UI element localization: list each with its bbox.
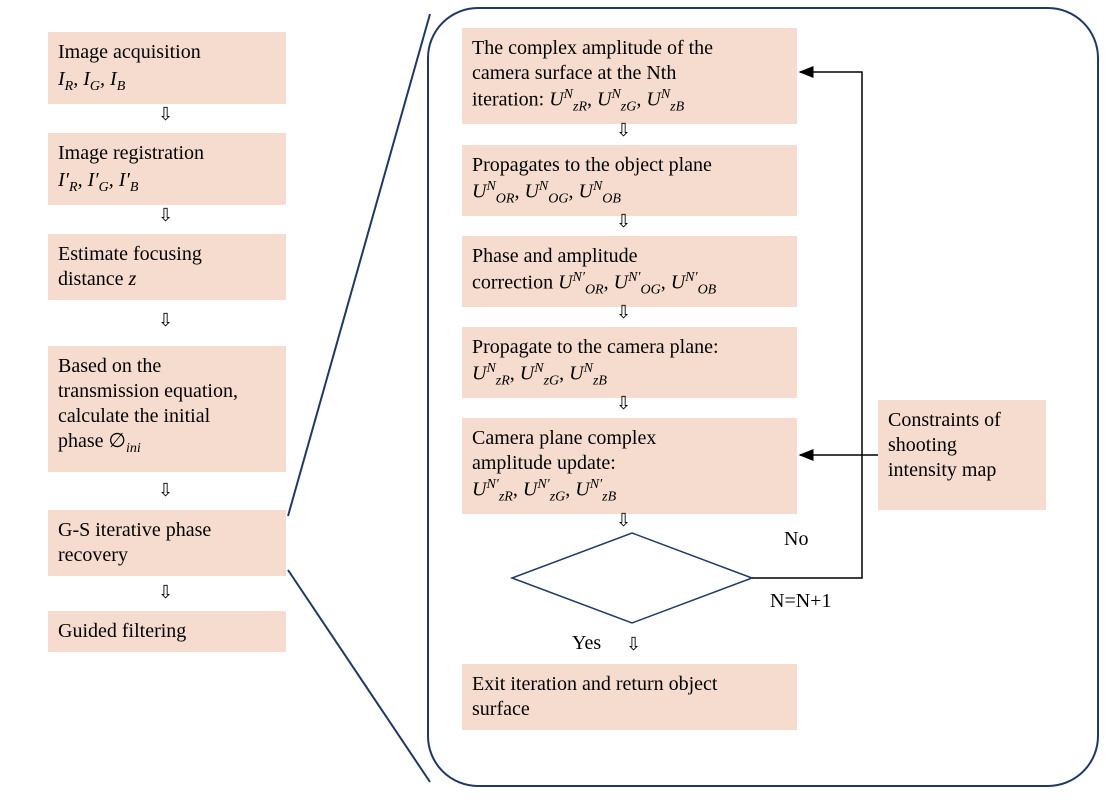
flow-node-n4: Based on thetransmission equation,calcul… <box>48 346 286 472</box>
down-arrow-icon: ⇩ <box>616 120 631 141</box>
down-arrow-icon: ⇩ <box>158 205 173 226</box>
flow-node-n5: G-S iterative phaserecovery <box>48 510 286 576</box>
flow-node-r4: Propagate to the camera plane:UNzR, UNzG… <box>462 327 797 398</box>
down-arrow-icon: ⇩ <box>616 302 631 323</box>
down-arrow-icon: ⇩ <box>158 480 173 501</box>
down-arrow-icon: ⇩ <box>626 634 641 655</box>
flow-node-n6: Guided filtering <box>48 611 286 652</box>
decision-yes-label: Yes <box>572 632 601 655</box>
decision-node: Terminationcondition <box>562 552 702 598</box>
down-arrow-icon: ⇩ <box>158 582 173 603</box>
down-arrow-icon: ⇩ <box>616 211 631 232</box>
flow-node-n3: Estimate focusingdistance z <box>48 234 286 300</box>
flow-node-r1: The complex amplitude of thecamera surfa… <box>462 28 797 124</box>
down-arrow-icon: ⇩ <box>616 393 631 414</box>
flow-node-r3: Phase and amplitudecorrection UN′OR, UN′… <box>462 236 797 307</box>
flow-node-r5: Camera plane complexamplitude update:UN′… <box>462 418 797 514</box>
flow-node-n2: Image registrationI′R, I′G, I′B <box>48 133 286 205</box>
decision-increment-label: N=N+1 <box>770 590 831 613</box>
flow-node-r7: Exit iteration and return objectsurface <box>462 664 797 730</box>
decision-no-label: No <box>784 528 808 551</box>
flow-node-r2: Propagates to the object planeUNOR, UNOG… <box>462 145 797 216</box>
down-arrow-icon: ⇩ <box>158 310 173 331</box>
flow-node-n1: Image acquisitionIR, IG, IB <box>48 32 286 104</box>
flow-node-side: Constraints ofshootingintensity map <box>878 400 1046 510</box>
down-arrow-icon: ⇩ <box>158 104 173 125</box>
down-arrow-icon: ⇩ <box>616 510 631 531</box>
